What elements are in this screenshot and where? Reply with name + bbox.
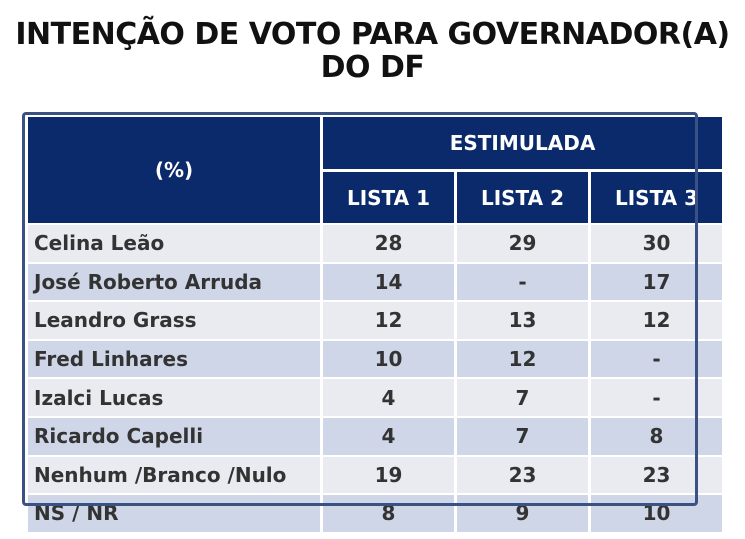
cell-lista-3: 30: [588, 223, 723, 262]
cell-lista-2: 7: [454, 377, 588, 416]
cell-lista-1: 14: [320, 261, 454, 301]
cell-lista-2: 29: [454, 223, 588, 262]
poll-table: (%) ESTIMULADA LISTA 1 LISTA 2 LISTA 3 Cel…: [28, 117, 723, 532]
cell-lista-3: -: [588, 377, 723, 416]
candidate-name: Fred Linhares: [28, 338, 320, 378]
cell-lista-3: 12: [588, 300, 723, 339]
table-row: Izalci Lucas 4 7-: [28, 377, 723, 416]
column-header-lista-3: LISTA 3: [588, 172, 723, 223]
table-row: Ricardo Capelli 4 7 8: [28, 415, 723, 455]
cell-lista-2: 13: [454, 300, 588, 339]
table-body: Celina Leão 28 29 30 José Roberto Arruda 14-1…: [28, 223, 723, 532]
cell-lista-1: 10: [320, 338, 454, 378]
group-header-estimulada: ESTIMULADA: [320, 117, 723, 172]
candidate-name: Ricardo Capelli: [28, 415, 320, 455]
cell-lista-3: 8: [588, 415, 723, 455]
cell-lista-3: 23: [588, 454, 723, 494]
cell-lista-1: 19: [320, 454, 454, 494]
cell-lista-2: 12: [454, 338, 588, 378]
cell-lista-1: 4: [320, 377, 454, 416]
cell-lista-1: 12: [320, 300, 454, 339]
candidate-name: Leandro Grass: [28, 300, 320, 339]
candidate-name: NS / NR: [28, 493, 320, 532]
cell-lista-3: 10: [588, 493, 723, 532]
cell-lista-1: 8: [320, 493, 454, 532]
poll-table-container: (%) ESTIMULADA LISTA 1 LISTA 2 LISTA 3 Cel…: [28, 117, 723, 532]
column-header-lista-2: LISTA 2: [454, 172, 588, 223]
row-header-label: (%): [28, 117, 320, 223]
table-row: Fred Linhares 10 12-: [28, 338, 723, 378]
table-row: Celina Leão 28 29 30: [28, 223, 723, 262]
table-row: Nenhum /Branco /Nulo 19 23 23: [28, 454, 723, 494]
candidate-name: Celina Leão: [28, 223, 320, 262]
cell-lista-3: 17: [588, 261, 723, 301]
table-header: (%) ESTIMULADA LISTA 1 LISTA 2 LISTA 3: [28, 117, 723, 223]
column-header-lista-1: LISTA 1: [320, 172, 454, 223]
candidate-name: Izalci Lucas: [28, 377, 320, 416]
cell-lista-2: 7: [454, 415, 588, 455]
title-line-1: INTENÇÃO DE VOTO PARA GOVERNADOR(A): [15, 17, 730, 52]
table-row: NS / NR 8 9 10: [28, 493, 723, 532]
cell-lista-1: 28: [320, 223, 454, 262]
page-title: INTENÇÃO DE VOTO PARA GOVERNADOR(A) DO D…: [0, 18, 745, 84]
cell-lista-1: 4: [320, 415, 454, 455]
candidate-name: José Roberto Arruda: [28, 261, 320, 301]
candidate-name: Nenhum /Branco /Nulo: [28, 454, 320, 494]
cell-lista-2: -: [454, 261, 588, 301]
cell-lista-2: 23: [454, 454, 588, 494]
title-line-2: DO DF: [320, 50, 425, 85]
table-row: José Roberto Arruda 14-17: [28, 261, 723, 301]
cell-lista-3: -: [588, 338, 723, 378]
cell-lista-2: 9: [454, 493, 588, 532]
table-row: Leandro Grass 12 13 12: [28, 300, 723, 339]
